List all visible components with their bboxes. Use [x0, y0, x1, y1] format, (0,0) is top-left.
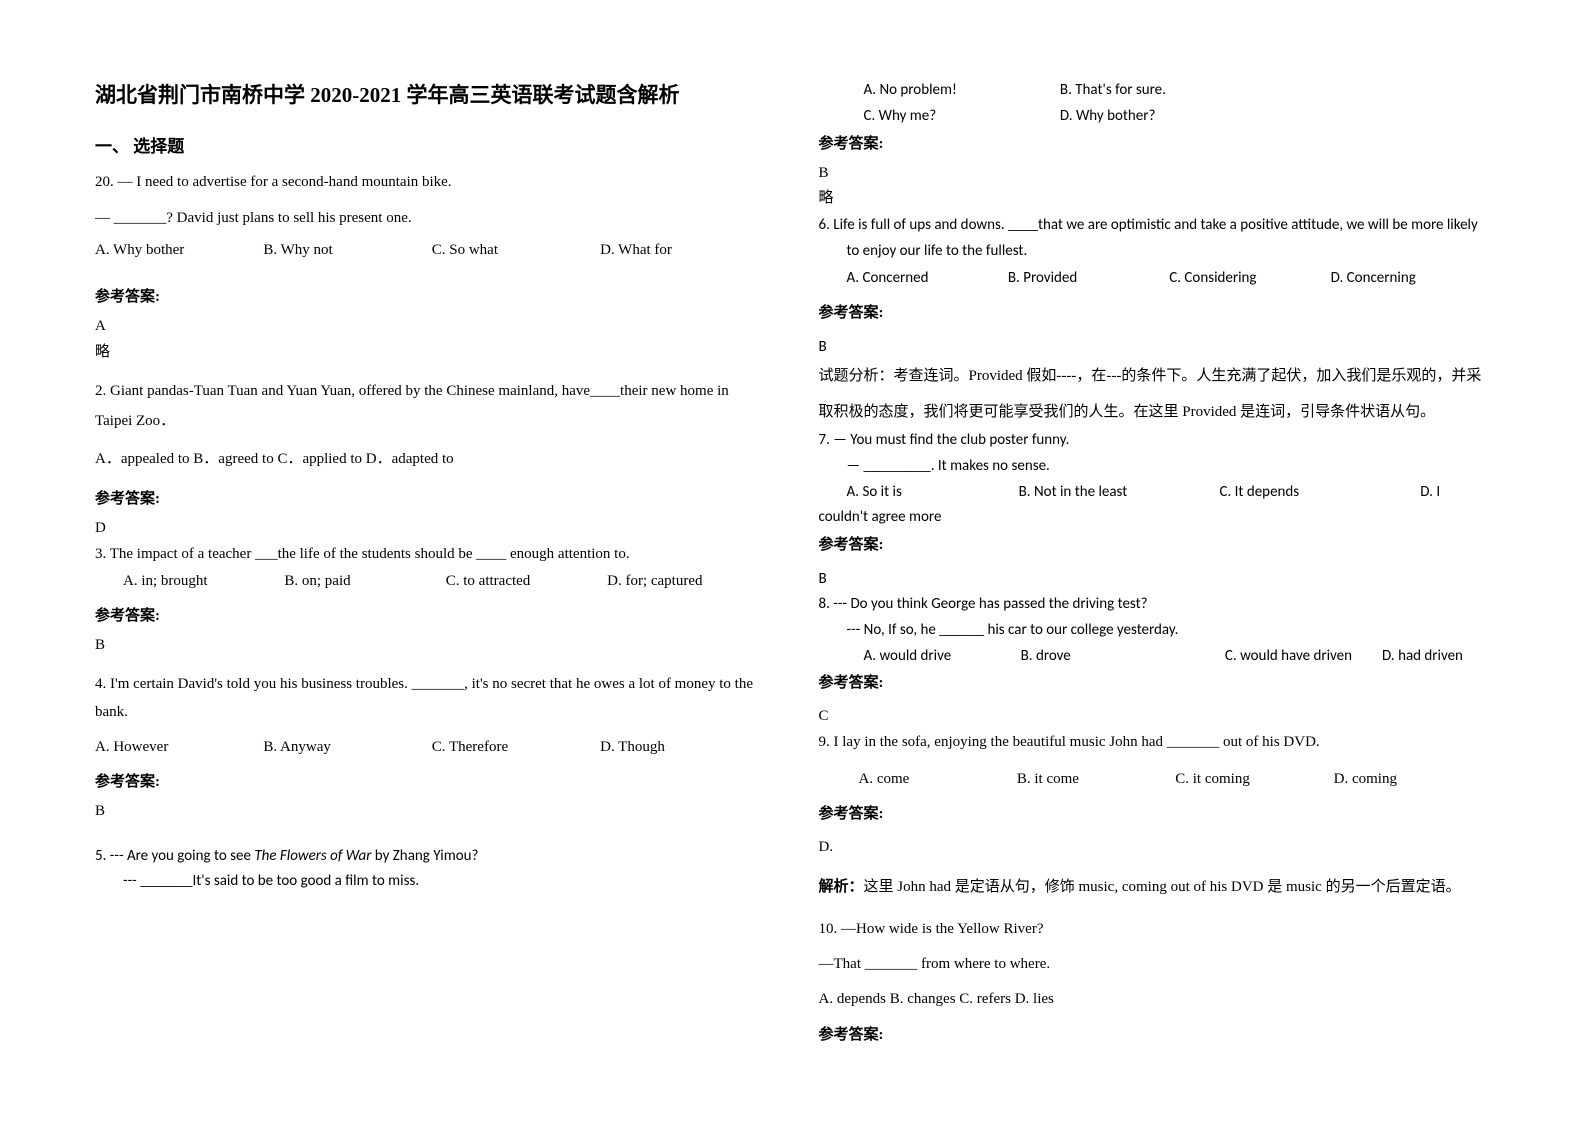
q20-opt-b: B. Why not [263, 242, 431, 259]
q5-l1c: by Zhang Yimou? [371, 847, 478, 865]
q5-answer: B [819, 165, 1493, 182]
q7-opt-a: A. So it is [847, 482, 1019, 504]
q6-options: A. Concerned B. Provided C. Considering … [819, 269, 1493, 287]
q5-l1b: The Flowers of War [254, 847, 371, 865]
q7-options: A. So it is B. Not in the least C. It de… [819, 482, 1493, 504]
q20-answer: A [95, 318, 769, 335]
q9-options: A. come B. it come C. it coming D. comin… [819, 771, 1493, 788]
q6-opt-b: B. Provided [1008, 269, 1169, 287]
q3-answer: B [95, 637, 769, 654]
q4-opt-a: A. However [95, 739, 263, 756]
q8-ref: 参考答案: [819, 671, 1493, 692]
q6-line2: to enjoy our life to the fullest. [819, 241, 1493, 263]
q4-options: A. However B. Anyway C. Therefore D. Tho… [95, 739, 769, 756]
q8-opt-d: D. had driven [1382, 646, 1492, 668]
q8-options: A. would drive B. drove C. would have dr… [819, 646, 1493, 668]
q5-opts-row1: A. No problem! B. That's for sure. [819, 80, 1493, 102]
q2-options: A．appealed to B．agreed to C．applied to D… [95, 448, 769, 471]
q6-opt-c: C. Considering [1169, 269, 1330, 287]
q8-opt-b: B. drove [1021, 646, 1225, 668]
q20-line2: — _______? David just plans to sell his … [95, 207, 769, 230]
q3-opt-c: C. to attracted [446, 573, 607, 590]
q7-answer: B [819, 570, 1493, 588]
q2-ref: 参考答案: [95, 487, 769, 508]
q7-line1: 7. — You must find the club poster funny… [819, 430, 1493, 452]
left-column: 湖北省荆门市南桥中学 2020-2021 学年高三英语联考试题含解析 一、 选择… [95, 80, 769, 1082]
q4-answer: B [95, 803, 769, 820]
q8-opt-a: A. would drive [864, 646, 1021, 668]
q9-ref: 参考答案: [819, 802, 1493, 823]
q4-line1: 4. I'm certain David's told you his busi… [95, 670, 769, 727]
q10-line2: —That _______ from where to where. [819, 953, 1493, 976]
q3-opt-d: D. for; captured [607, 573, 768, 590]
q6-answer: B [819, 338, 1493, 356]
q20-opt-a: A. Why bother [95, 242, 263, 259]
q4-opt-c: C. Therefore [432, 739, 600, 756]
q7-opt-c: C. It depends [1219, 482, 1420, 504]
section-heading: 一、 选择题 [95, 132, 769, 157]
q5-opt-b: B. That's for sure. [1060, 80, 1256, 102]
q5-opt-c: C. Why me? [864, 106, 1060, 128]
right-column: A. No problem! B. That's for sure. C. Wh… [819, 80, 1493, 1082]
q20-opt-d: D. What for [600, 242, 768, 259]
q5-note: 略 [819, 188, 1493, 210]
q7-opt-d: D. I [1420, 482, 1492, 504]
q20-note: 略 [95, 341, 769, 364]
q9-line1: 9. I lay in the sofa, enjoying the beaut… [819, 731, 1493, 754]
q6-opt-d: D. Concerning [1331, 269, 1492, 287]
q5-opts-row2: C. Why me? D. Why bother? [819, 106, 1493, 128]
q10-line1: 10. —How wide is the Yellow River? [819, 918, 1493, 941]
q6-opt-a: A. Concerned [847, 269, 1008, 287]
q20-ref: 参考答案: [95, 285, 769, 306]
q5-l1a: 5. --- Are you going to see [95, 847, 254, 865]
q20-opt-c: C. So what [432, 242, 600, 259]
q6-ref: 参考答案: [819, 301, 1493, 322]
q2-answer: D [95, 520, 769, 537]
q7-ref: 参考答案: [819, 533, 1493, 554]
q8-line2: --- No, If so, he ______ his car to our … [819, 620, 1493, 642]
q3-ref: 参考答案: [95, 604, 769, 625]
q3-opt-a: A. in; brought [123, 573, 284, 590]
q7-line2: — _________. It makes no sense. [819, 456, 1493, 478]
q4-opt-b: B. Anyway [263, 739, 431, 756]
q5-opt-a: A. No problem! [864, 80, 1060, 102]
q7-line3: couldn't agree more [819, 507, 1493, 529]
q5-line1: 5. --- Are you going to see The Flowers … [95, 846, 769, 868]
q9-opt-c: C. it coming [1175, 771, 1333, 788]
q5-ref: 参考答案: [819, 132, 1493, 153]
q9-answer: D. [819, 839, 1493, 856]
q8-opt-c: C. would have driven [1225, 646, 1382, 668]
q20-line1: 20. — I need to advertise for a second-h… [95, 171, 769, 194]
q6-exp2: 取积极的态度，我们将更可能享受我们的人生。在这里 Provided 是连词，引导… [819, 402, 1493, 424]
q6-exp1: 试题分析：考查连词。Provided 假如----，在---的条件下。人生充满了… [819, 362, 1493, 391]
q6-line1: 6. Life is full of ups and downs. ____th… [819, 215, 1493, 237]
q9-opt-a: A. come [859, 771, 1017, 788]
q4-ref: 参考答案: [95, 770, 769, 791]
q10-options: A. depends B. changes C. refers D. lies [819, 988, 1493, 1011]
q5-line2: --- _______It's said to be too good a fi… [95, 871, 769, 893]
q9-exp: 解析：这里 John had 是定语从句，修饰 music, coming ou… [819, 872, 1493, 902]
q3-opt-b: B. on; paid [284, 573, 445, 590]
q3-line1: 3. The impact of a teacher ___the life o… [95, 543, 769, 566]
doc-title: 湖北省荆门市南桥中学 2020-2021 学年高三英语联考试题含解析 [95, 80, 769, 110]
q20-options: A. Why bother B. Why not C. So what D. W… [95, 242, 769, 259]
q9-opt-b: B. it come [1017, 771, 1175, 788]
q10-ref: 参考答案: [819, 1023, 1493, 1044]
q8-line1: 8. --- Do you think George has passed th… [819, 594, 1493, 616]
q8-answer: C [819, 708, 1493, 725]
q4-opt-d: D. Though [600, 739, 768, 756]
q9-opt-d: D. coming [1334, 771, 1492, 788]
q3-options: A. in; brought B. on; paid C. to attract… [95, 573, 769, 590]
q5-opt-d: D. Why bother? [1060, 106, 1256, 128]
q7-opt-b: B. Not in the least [1019, 482, 1220, 504]
q2-line1: 2. Giant pandas-Tuan Tuan and Yuan Yuan,… [95, 376, 769, 436]
